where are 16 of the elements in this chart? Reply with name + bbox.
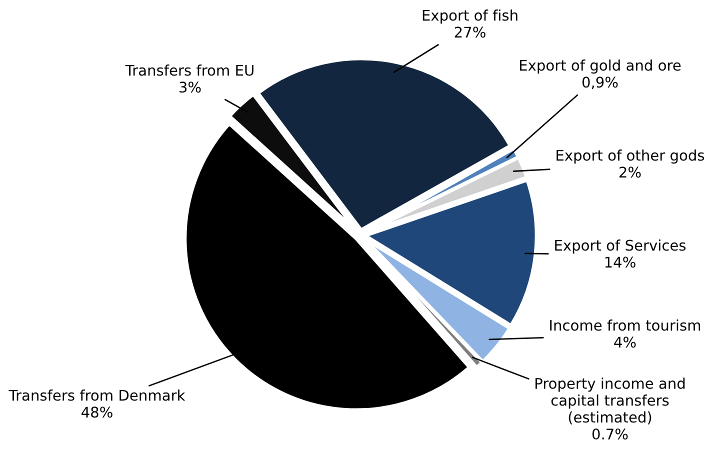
data-label: 27% <box>454 26 486 38</box>
data-label: 2% <box>620 166 641 178</box>
data-label: 0.7% <box>592 428 628 440</box>
slice-label: Transfers from EU <box>125 64 254 76</box>
slice-label: Transfers from Denmark <box>8 390 186 401</box>
slice-label: Property income and capital transfers (estimated) <box>536 378 685 424</box>
slice-label: Export of fish <box>422 10 518 24</box>
data-label: 0,9% <box>582 76 618 90</box>
slice-label: Export of gold and ore <box>520 60 681 74</box>
slice-label: Export of other gods <box>556 150 704 164</box>
slice-label: Export of Services <box>555 240 686 254</box>
data-label: 14% <box>605 256 636 268</box>
slice-label: Income from tourism <box>550 320 700 331</box>
data-label: 3% <box>180 82 201 93</box>
data-label: 4% <box>614 336 636 348</box>
data-label: 48% <box>82 406 112 418</box>
